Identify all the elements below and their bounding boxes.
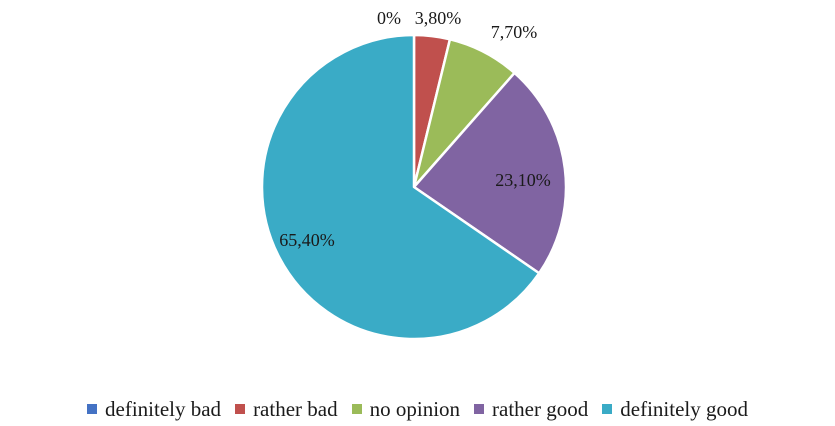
data-label-rather-bad: 3,80% (415, 8, 462, 28)
legend-item-definitely-bad: definitely bad (87, 397, 221, 422)
legend-label-definitely-good: definitely good (620, 396, 748, 421)
legend-item-no-opinion: no opinion (351, 396, 461, 422)
data-label-no-opinion: 7,70% (491, 22, 538, 42)
legend-swatch-definitely-good (602, 404, 613, 414)
data-label-rather-good: 23,10% (495, 170, 551, 190)
data-label-definitely-good: 65,40% (279, 230, 335, 250)
pie-slices (260, 33, 568, 341)
legend-swatch-no-opinion (351, 404, 362, 414)
legend-swatch-rather-good (474, 404, 485, 414)
data-label-definitely-bad: 0% (377, 8, 401, 28)
legend: definitely bad rather bad no opinion rat… (0, 394, 835, 424)
legend-label-definitely-bad: definitely bad (105, 396, 222, 421)
legend-label-rather-bad: rather bad (253, 396, 338, 421)
legend-item-rather-bad: rather bad (235, 397, 338, 422)
legend-label-no-opinion: no opinion (369, 396, 461, 421)
pie-slice-rather-good (412, 71, 568, 275)
legend-swatch-definitely-bad (87, 404, 98, 414)
legend-item-rather-good: rather good (474, 397, 588, 422)
legend-label-rather-good: rather good (492, 396, 589, 421)
legend-swatch-rather-bad (235, 404, 246, 414)
pie-slice-definitely-good (260, 33, 541, 341)
legend-item-definitely-good: definitely good (602, 397, 748, 422)
pie-data-labels: 0% 3,80% 7,70% 23,10% 65,40% (279, 8, 551, 250)
